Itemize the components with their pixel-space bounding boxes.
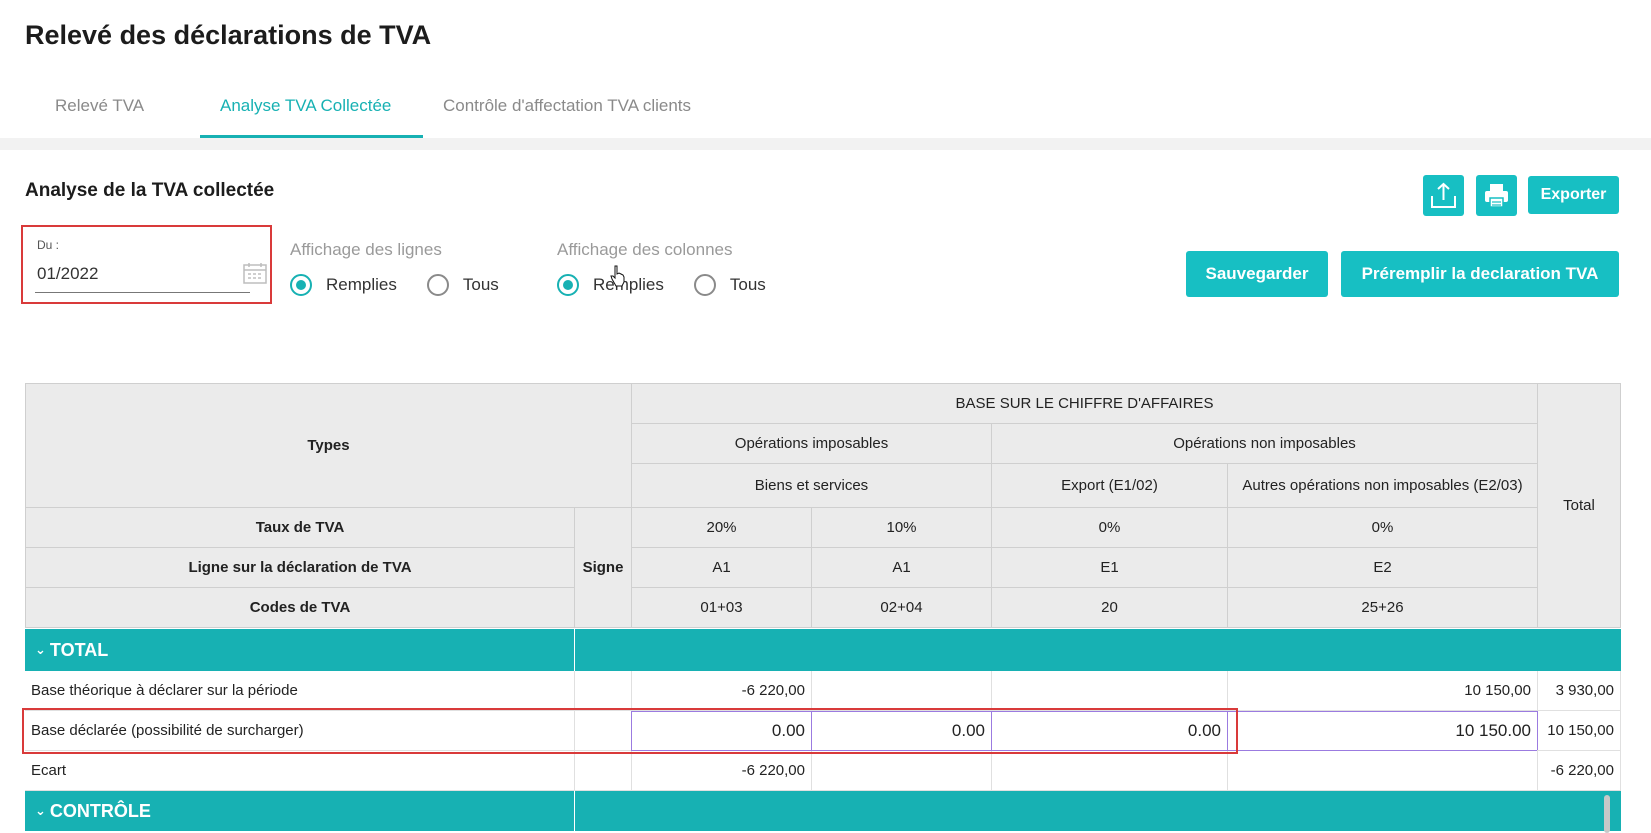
tab-releve-tva[interactable]: Relevé TVA [55,96,145,115]
section-controle-header[interactable]: ⌄ CONTRÔLE [25,791,1621,831]
date-input[interactable]: 01/2022 [37,264,99,283]
header-codes-label: Codes de TVA [25,587,575,628]
date-underline [35,292,250,293]
date-filter-field[interactable]: Du : 01/2022 [21,225,272,304]
lines-radio-remplies[interactable]: Remplies [290,274,397,296]
ligne-cell: A1 [811,547,992,588]
header-total: Total [1537,383,1621,628]
signe-cell [574,711,632,751]
value-cell [991,671,1228,711]
code-cell: 02+04 [811,587,992,628]
tab-analyse-tva-collectee[interactable]: Analyse TVA Collectée [200,88,423,138]
ligne-cell: E2 [1227,547,1538,588]
date-label: Du : [37,238,60,252]
code-cell: 25+26 [1227,587,1538,628]
header-op-non-imposables: Opérations non imposables [991,423,1538,464]
header-export: Export (E1/02) [991,463,1228,508]
radio-unselected-icon[interactable] [426,274,449,296]
mouse-cursor-icon [610,265,625,287]
header-biens-services: Biens et services [631,463,992,508]
header-ligne-label: Ligne sur la déclaration de TVA [25,547,575,588]
lines-display-group: Affichage des lignes Remplies Tous [290,240,529,296]
total-cell: 3 930,00 [1537,671,1621,711]
chevron-down-icon[interactable]: ⌄ [35,803,46,818]
print-button[interactable] [1476,175,1517,216]
upload-button[interactable] [1423,175,1464,216]
taux-cell: 0% [991,507,1228,548]
value-cell: -6 220,00 [631,751,812,791]
total-cell: -6 220,00 [1537,751,1621,791]
row-base-theorique-label: Base théorique à déclarer sur la période [25,671,575,711]
code-cell: 01+03 [631,587,812,628]
header-autres: Autres opérations non imposables (E2/03) [1227,463,1538,508]
value-cell: 10 150,00 [1227,671,1538,711]
declared-base-input[interactable]: 0.00 [631,711,812,751]
columns-radio-tous[interactable]: Tous [693,274,766,296]
taux-cell: 0% [1227,507,1538,548]
total-cell: 10 150,00 [1537,711,1621,751]
section-total-title: TOTAL [49,639,109,660]
radio-selected-icon[interactable] [557,274,579,296]
scrollbar[interactable] [1604,795,1610,833]
calendar-icon[interactable] [243,262,267,284]
value-cell [811,671,992,711]
radio-selected-icon[interactable] [290,274,312,296]
header-signe: Signe [574,507,632,628]
value-cell [811,751,992,791]
export-button[interactable]: Exporter [1528,176,1619,214]
printer-icon [1485,184,1508,208]
upload-icon [1431,182,1456,208]
save-button[interactable]: Sauvegarder [1186,251,1328,297]
section-controle-title: CONTRÔLE [49,800,151,821]
value-cell [991,751,1228,791]
section-divider [574,791,575,831]
section-divider [574,629,575,671]
header-base-ca: BASE SUR LE CHIFFRE D'AFFAIRES [631,383,1538,424]
section-total-header[interactable]: ⌄ TOTAL [25,629,1621,671]
header: Relevé des déclarations de TVA Relevé TV… [0,0,1651,138]
row-base-declaree-label: Base déclarée (possibilité de surcharger… [25,711,575,751]
declared-base-input[interactable]: 0.00 [811,711,992,751]
declared-base-input[interactable]: 0.00 [991,711,1228,751]
taux-cell: 20% [631,507,812,548]
chevron-down-icon[interactable]: ⌄ [35,642,46,657]
header-taux-label: Taux de TVA [25,507,575,548]
tab-controle-affectation[interactable]: Contrôle d'affectation TVA clients [443,96,692,115]
lines-display-title: Affichage des lignes [290,240,442,259]
header-separator [0,138,1651,150]
declared-base-input[interactable]: 10 150.00 [1227,711,1538,751]
value-cell: -6 220,00 [631,671,812,711]
prefill-declaration-button[interactable]: Préremplir la declaration TVA [1341,251,1619,297]
columns-display-title: Affichage des colonnes [557,240,733,259]
columns-display-group: Affichage des colonnes Remplies Tous [557,240,796,296]
value-cell [1227,751,1538,791]
columns-radio-remplies[interactable]: Remplies [557,274,664,296]
lines-radio-tous[interactable]: Tous [426,274,499,296]
header-op-imposables: Opérations imposables [631,423,992,464]
section-title: Analyse de la TVA collectée [25,180,275,201]
code-cell: 20 [991,587,1228,628]
header-types: Types [25,383,632,508]
radio-unselected-icon[interactable] [693,274,716,296]
ligne-cell: A1 [631,547,812,588]
taux-cell: 10% [811,507,992,548]
ligne-cell: E1 [991,547,1228,588]
row-ecart-label: Ecart [25,751,575,791]
page-title: Relevé des déclarations de TVA [25,20,432,50]
tab-bar: Relevé TVA Analyse TVA Collectée Contrôl… [35,88,711,138]
signe-cell [574,751,632,791]
signe-cell [574,671,632,711]
